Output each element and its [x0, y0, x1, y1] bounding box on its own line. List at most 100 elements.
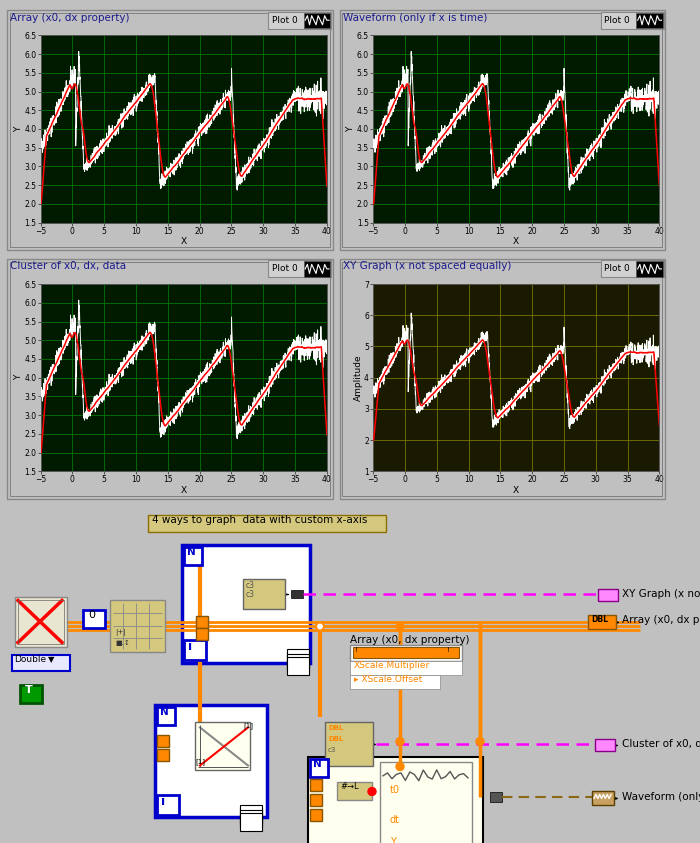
Bar: [350, 662, 462, 675]
Bar: [196, 616, 208, 629]
Text: t0: t0: [390, 786, 400, 796]
Bar: [287, 658, 309, 675]
Text: Cluster of x0, dx, data: Cluster of x0, dx, data: [10, 261, 127, 271]
X-axis label: X: X: [513, 237, 519, 246]
Bar: [157, 735, 169, 748]
Bar: [380, 762, 472, 843]
Bar: [308, 758, 483, 843]
Text: c3: c3: [328, 748, 337, 754]
Text: |+|: |+|: [115, 630, 125, 636]
Y-axis label: Amplitude: Amplitude: [354, 354, 363, 401]
Text: Array (x0, dx property): Array (x0, dx property): [622, 615, 700, 626]
Bar: [287, 652, 309, 669]
Text: Array (x0, dx property): Array (x0, dx property): [350, 636, 470, 646]
Bar: [157, 749, 169, 761]
Text: Plot 0: Plot 0: [604, 16, 630, 24]
X-axis label: X: X: [181, 237, 187, 246]
Bar: [598, 589, 618, 602]
Text: XScale.Multiplier: XScale.Multiplier: [354, 662, 430, 670]
Text: c3: c3: [246, 582, 255, 590]
Text: Double: Double: [14, 656, 46, 664]
Text: c3: c3: [246, 590, 255, 599]
Text: Waveform (only if x is time): Waveform (only if x is time): [343, 13, 487, 23]
Circle shape: [396, 622, 404, 631]
Text: ▼: ▼: [48, 656, 55, 664]
Bar: [184, 641, 206, 660]
X-axis label: X: X: [513, 486, 519, 495]
Text: ■.↕: ■.↕: [115, 640, 130, 646]
Text: Plot 0: Plot 0: [272, 16, 298, 24]
Bar: [588, 615, 616, 630]
Circle shape: [476, 738, 484, 745]
Text: Cluster of x0, dx, data: Cluster of x0, dx, data: [622, 739, 700, 749]
Bar: [184, 547, 202, 566]
Circle shape: [396, 762, 404, 771]
Circle shape: [316, 622, 324, 631]
Bar: [287, 649, 309, 668]
Bar: [337, 782, 372, 801]
Bar: [350, 675, 440, 690]
Text: [1]: [1]: [195, 759, 205, 765]
Y-axis label: Y: Y: [346, 126, 356, 132]
Bar: [240, 813, 262, 831]
Circle shape: [316, 622, 324, 631]
Text: N: N: [160, 707, 169, 717]
Bar: [157, 796, 179, 815]
Bar: [325, 722, 373, 766]
Bar: [12, 656, 70, 672]
Y-axis label: Y: Y: [14, 375, 23, 380]
Bar: [83, 610, 105, 629]
Text: XY Graph (x not spaced equally): XY Graph (x not spaced equally): [622, 589, 700, 599]
Bar: [148, 515, 386, 533]
Text: dt: dt: [390, 815, 400, 825]
Text: Y: Y: [390, 837, 396, 843]
Text: Array (x0, dx property): Array (x0, dx property): [10, 13, 130, 23]
Text: i: i: [188, 641, 192, 653]
Text: ▸ XScale.Offset: ▸ XScale.Offset: [354, 675, 422, 685]
Bar: [18, 600, 64, 645]
Bar: [110, 600, 165, 652]
Text: N: N: [313, 760, 322, 770]
Bar: [287, 654, 309, 673]
Bar: [310, 780, 322, 792]
Text: XY Graph (x not spaced equally): XY Graph (x not spaced equally): [343, 261, 512, 271]
Bar: [353, 647, 459, 658]
Text: 4 ways to graph  data with custom x-axis: 4 ways to graph data with custom x-axis: [152, 515, 368, 525]
Bar: [240, 805, 262, 824]
Text: !: !: [355, 647, 358, 653]
Bar: [240, 808, 262, 825]
Text: !: !: [447, 647, 450, 653]
X-axis label: X: X: [181, 486, 187, 495]
Text: DBL: DBL: [328, 726, 344, 732]
Bar: [490, 792, 502, 803]
Bar: [240, 810, 262, 829]
Bar: [310, 794, 322, 807]
Bar: [310, 760, 328, 777]
Text: Plot 0: Plot 0: [272, 265, 298, 273]
Bar: [157, 707, 175, 726]
Bar: [15, 598, 67, 647]
Bar: [195, 722, 250, 771]
Bar: [155, 706, 267, 818]
Text: DBL: DBL: [591, 615, 608, 625]
Text: i: i: [161, 796, 165, 808]
Text: Plot 0: Plot 0: [604, 265, 630, 273]
Circle shape: [396, 738, 404, 745]
Bar: [595, 739, 615, 751]
Y-axis label: Y: Y: [14, 126, 23, 132]
Bar: [243, 579, 285, 609]
Text: #→L: #→L: [340, 782, 358, 792]
Text: DBL: DBL: [328, 737, 344, 743]
Bar: [592, 792, 614, 805]
Bar: [310, 809, 322, 821]
Circle shape: [368, 787, 376, 796]
Text: [1]: [1]: [243, 722, 253, 729]
Bar: [196, 629, 208, 641]
Bar: [350, 646, 462, 662]
Bar: [182, 545, 310, 663]
Bar: [291, 590, 303, 599]
Text: T: T: [25, 685, 33, 695]
Bar: [20, 685, 42, 704]
Text: Waveform (only if x is time): Waveform (only if x is time): [622, 792, 700, 803]
Text: N: N: [187, 547, 196, 557]
